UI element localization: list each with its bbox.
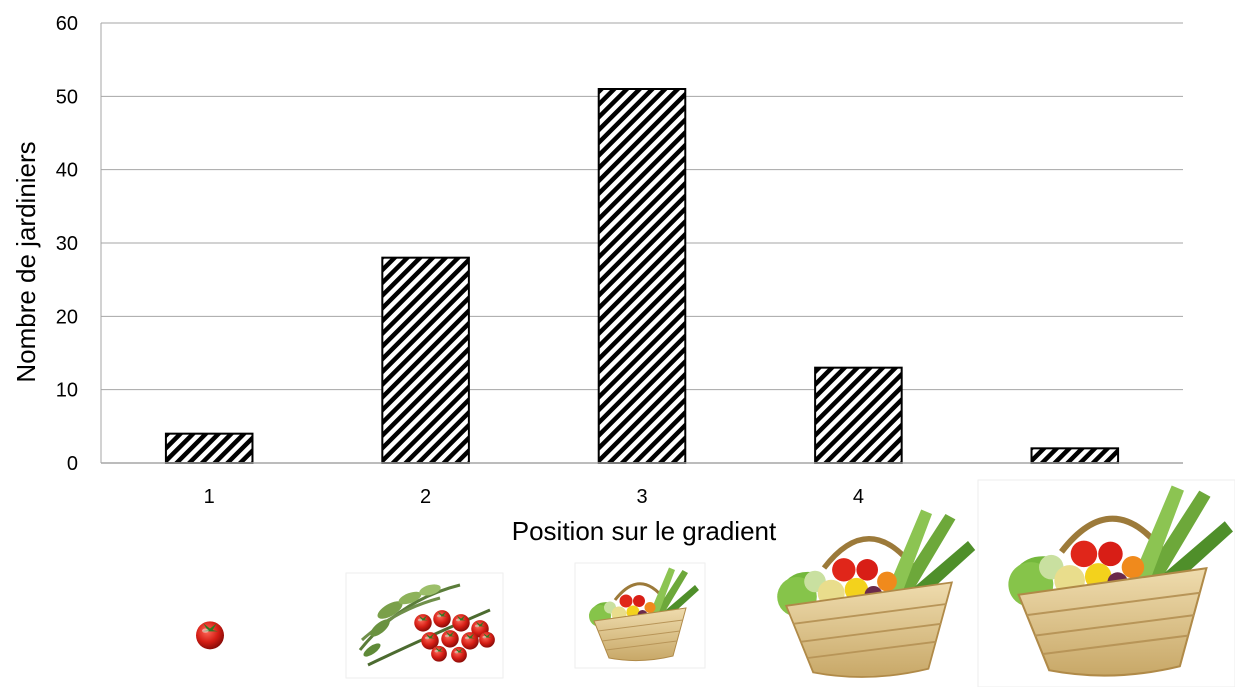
x-tick-labels: 12345: [204, 486, 1081, 508]
large-vegetable-basket-icon: [977, 479, 1235, 687]
y-tick-label: 60: [56, 13, 78, 35]
x-axis-title: Position sur le gradient: [512, 516, 777, 546]
x-tick-label: 4: [853, 486, 864, 508]
tomato-icon: [178, 588, 248, 668]
y-tick-label: 10: [56, 380, 78, 402]
illustrations: [178, 479, 1235, 687]
herbs-and-tomatoes-icon: [345, 572, 504, 679]
bar-1: [164, 432, 254, 464]
y-tick-label: 40: [56, 160, 78, 182]
y-axis-title: Nombre de jardiniers: [11, 141, 41, 382]
y-tick-label: 0: [67, 453, 78, 475]
x-tick-label: 1: [204, 486, 215, 508]
x-tick-label: 3: [636, 486, 647, 508]
medium-vegetable-basket-icon: [777, 510, 975, 678]
y-tick-labels: 0 10 20 30 40 50 60: [56, 13, 78, 475]
y-tick-label: 20: [56, 306, 78, 328]
y-tick-label: 30: [56, 233, 78, 255]
small-vegetable-basket-icon: [574, 562, 706, 669]
y-tick-label: 50: [56, 86, 78, 108]
bar-5: [1030, 447, 1120, 465]
bar-4: [814, 366, 903, 464]
x-tick-label: 2: [420, 486, 431, 508]
bar-3: [597, 88, 687, 464]
bars: [164, 88, 1120, 465]
bar-2: [381, 256, 470, 464]
axes: [100, 23, 1183, 464]
